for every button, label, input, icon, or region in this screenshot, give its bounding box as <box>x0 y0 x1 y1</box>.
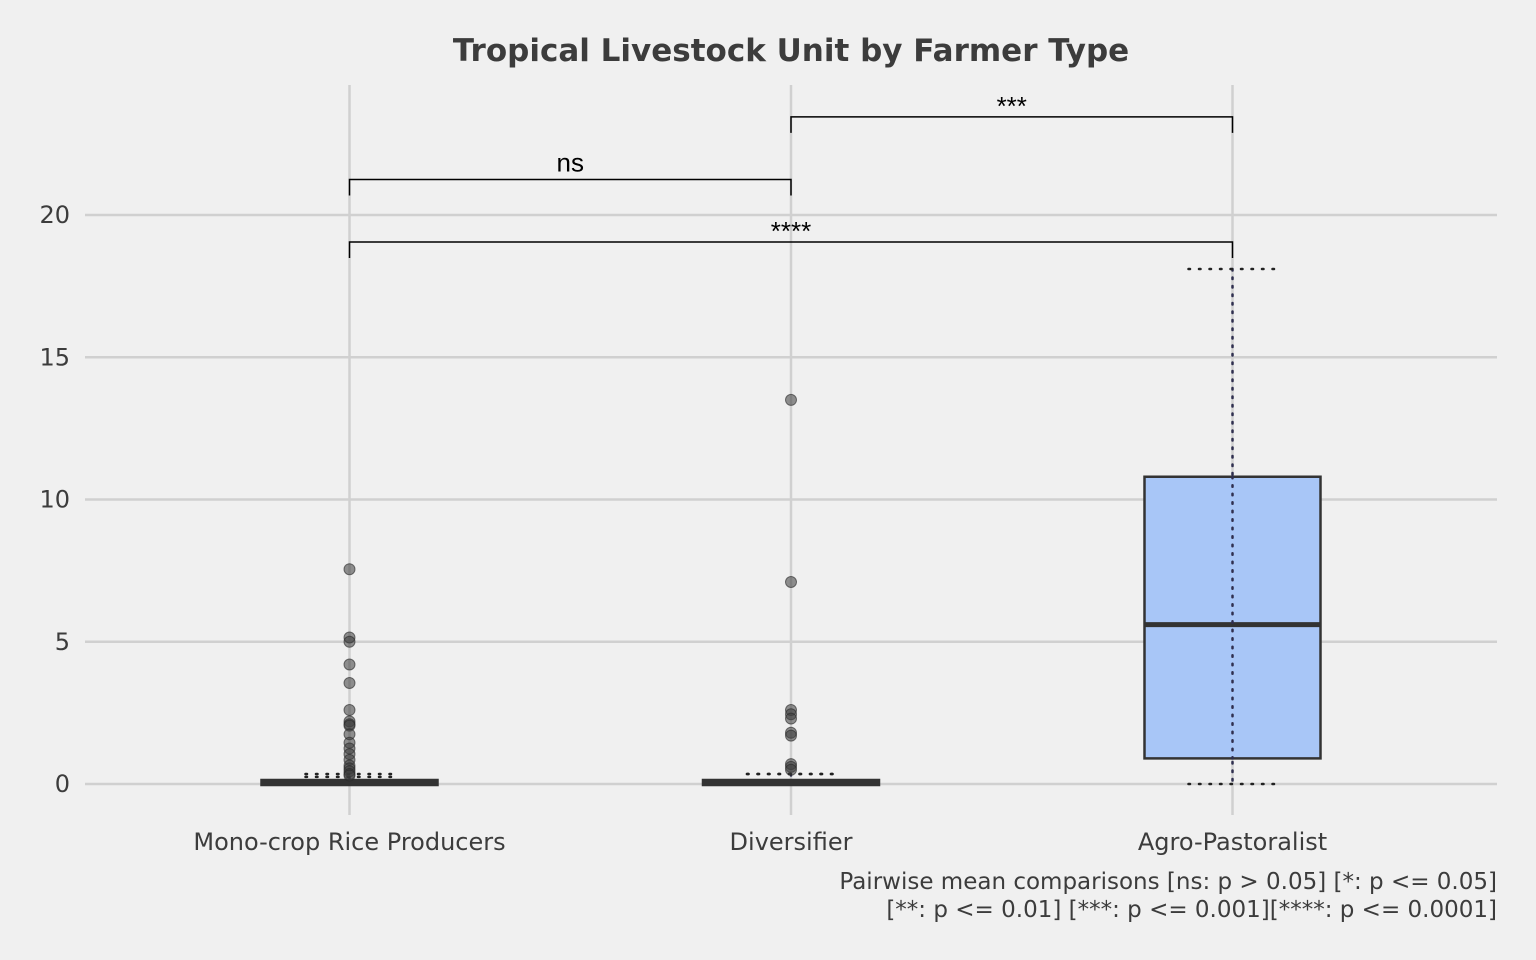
significance-bracket: ns <box>348 147 792 196</box>
caption-line-1: Pairwise mean comparisons [ns: p > 0.05]… <box>839 869 1497 895</box>
significance-label: **** <box>771 216 811 246</box>
y-tick-label: 20 <box>39 201 70 229</box>
x-tick-label: Mono-crop Rice Producers <box>193 828 505 856</box>
significance-bracket: **** <box>348 216 1234 259</box>
outlier-point <box>343 658 356 671</box>
box-group <box>701 393 881 787</box>
chart-title: Tropical Livestock Unit by Farmer Type <box>453 33 1129 69</box>
outlier-point <box>343 769 356 782</box>
bracket-line <box>348 178 792 196</box>
bracket-line <box>348 241 1234 259</box>
mark-layer <box>260 267 1322 787</box>
y-tick-label: 10 <box>39 486 70 514</box>
significance-label: ns <box>557 147 584 177</box>
outlier-point <box>785 576 797 589</box>
outlier-point <box>785 763 797 776</box>
outlier-point <box>785 393 797 406</box>
outlier-point <box>785 729 797 742</box>
significance-label: *** <box>997 91 1027 121</box>
outlier-point <box>343 563 356 576</box>
y-tick-label: 0 <box>55 770 70 798</box>
y-tick-label: 15 <box>39 343 70 371</box>
outlier-point <box>343 635 356 648</box>
y-tick-label: 5 <box>55 628 70 656</box>
box-group <box>1143 267 1322 786</box>
outlier-point <box>343 704 356 717</box>
box <box>1143 475 1322 760</box>
outlier-point <box>785 712 797 725</box>
x-tick-label: Diversifier <box>730 828 853 856</box>
annotation-layer: **** ns *** <box>348 91 1234 259</box>
significance-bracket: *** <box>790 91 1234 133</box>
x-tick-label: Agro-Pastoralist <box>1138 828 1327 856</box>
caption-line-2: [**: p <= 0.01] [***: p <= 0.001][****: … <box>886 897 1497 923</box>
bracket-line <box>790 116 1234 133</box>
outlier-point <box>343 677 356 690</box>
box-group <box>260 563 439 787</box>
